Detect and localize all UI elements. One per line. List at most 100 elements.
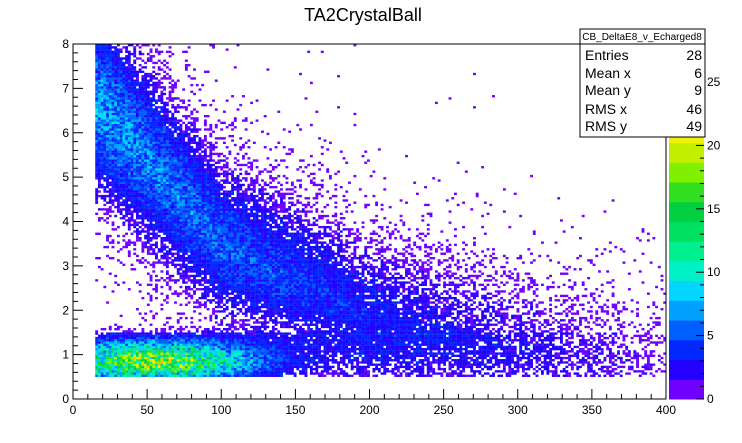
heatmap-cell	[171, 199, 175, 202]
heatmap-cell	[138, 121, 142, 125]
heatmap-cell	[168, 363, 172, 366]
heatmap-cell	[106, 44, 109, 47]
heatmap-cell	[228, 168, 232, 171]
heatmap-cell	[136, 347, 139, 351]
heatmap-cell	[214, 359, 218, 362]
heatmap-cell	[231, 339, 234, 342]
heatmap-cell	[152, 199, 156, 202]
heatmap-cell	[214, 265, 218, 269]
heatmap-cell	[138, 350, 142, 353]
heatmap-cell	[114, 143, 118, 147]
heatmap-cell	[214, 168, 218, 171]
heatmap-cell	[106, 57, 109, 60]
heatmap-cell	[141, 243, 145, 247]
heatmap-cell	[184, 347, 188, 351]
heatmap-cell	[160, 154, 164, 158]
heatmap-cell	[133, 343, 137, 346]
heatmap-cell	[157, 248, 161, 251]
heatmap-cell	[133, 208, 137, 211]
heatmap-cell	[171, 97, 175, 100]
heatmap-cell	[149, 99, 153, 102]
heatmap-cell	[203, 370, 207, 373]
heatmap-cell	[119, 170, 123, 173]
heatmap-cell	[214, 228, 218, 231]
heatmap-cell	[209, 188, 213, 191]
heatmap-cell	[209, 259, 213, 262]
heatmap-cell	[149, 210, 153, 213]
heatmap-cell	[95, 341, 99, 344]
heatmap-cell	[228, 323, 232, 326]
heatmap-cell	[130, 359, 134, 362]
heatmap-cell	[133, 356, 137, 360]
heatmap-cell	[217, 296, 221, 300]
heatmap-cell	[163, 112, 167, 116]
heatmap-cell	[195, 243, 199, 247]
heatmap-cell	[231, 217, 234, 220]
heatmap-cell	[212, 356, 215, 360]
heatmap-cell	[187, 347, 191, 351]
heatmap-cell	[174, 214, 177, 218]
heatmap-cell	[130, 188, 134, 191]
heatmap-cell	[136, 192, 139, 196]
heatmap-cell	[206, 230, 210, 233]
heatmap-cell	[214, 212, 218, 215]
heatmap-cell	[127, 252, 131, 255]
heatmap-cell	[195, 263, 199, 267]
heatmap-cell	[100, 126, 104, 129]
heatmap-cell	[149, 245, 153, 249]
heatmap-cell	[155, 290, 158, 293]
heatmap-cell	[108, 97, 112, 100]
heatmap-cell	[220, 296, 224, 300]
heatmap-cell	[157, 356, 161, 360]
heatmap-cell	[214, 221, 218, 224]
heatmap-cell	[122, 263, 126, 267]
heatmap-cell	[144, 75, 148, 78]
heatmap-cell	[203, 250, 207, 253]
heatmap-cell	[198, 319, 202, 322]
heatmap-cell	[130, 110, 134, 113]
heatmap-cell	[193, 365, 196, 369]
heatmap-cell	[138, 181, 142, 184]
heatmap-cell	[97, 370, 101, 373]
heatmap-cell	[160, 110, 164, 113]
heatmap-cell	[133, 372, 137, 375]
heatmap-cell	[144, 79, 148, 82]
heatmap-cell	[138, 343, 142, 346]
heatmap-cell	[201, 365, 205, 369]
heatmap-cell	[222, 248, 226, 251]
heatmap-cell	[103, 123, 107, 127]
heatmap-cell	[168, 75, 172, 78]
heatmap-cell	[149, 372, 153, 375]
heatmap-cell	[144, 361, 148, 364]
heatmap-cell	[155, 223, 158, 227]
heatmap-cell	[206, 172, 210, 176]
heatmap-cell	[155, 208, 158, 211]
heatmap-cell	[146, 347, 150, 351]
heatmap-cell	[182, 347, 186, 351]
heatmap-cell	[152, 339, 156, 342]
heatmap-cell	[160, 223, 164, 227]
heatmap-cell	[144, 192, 148, 196]
heatmap-cell	[97, 81, 101, 85]
heatmap-cell	[106, 186, 109, 189]
heatmap-cell	[146, 363, 150, 366]
heatmap-cell	[100, 356, 104, 360]
heatmap-cell	[209, 248, 213, 251]
heatmap-cell	[171, 239, 175, 242]
heatmap-cell	[220, 283, 224, 286]
heatmap-cell	[152, 141, 156, 144]
heatmap-cell	[209, 272, 213, 275]
heatmap-cell	[152, 197, 156, 200]
heatmap-cell	[116, 152, 120, 156]
heatmap-cell	[144, 132, 148, 136]
heatmap-cell	[155, 150, 158, 153]
heatmap-cell	[157, 59, 161, 62]
heatmap-cell	[160, 106, 164, 109]
heatmap-cell	[231, 128, 234, 131]
heatmap-cell	[190, 123, 194, 127]
heatmap-cell	[103, 372, 107, 375]
heatmap-cell	[184, 352, 188, 355]
heatmap-cell	[133, 137, 137, 140]
heatmap-cell	[160, 97, 164, 100]
heatmap-cell	[108, 90, 112, 93]
